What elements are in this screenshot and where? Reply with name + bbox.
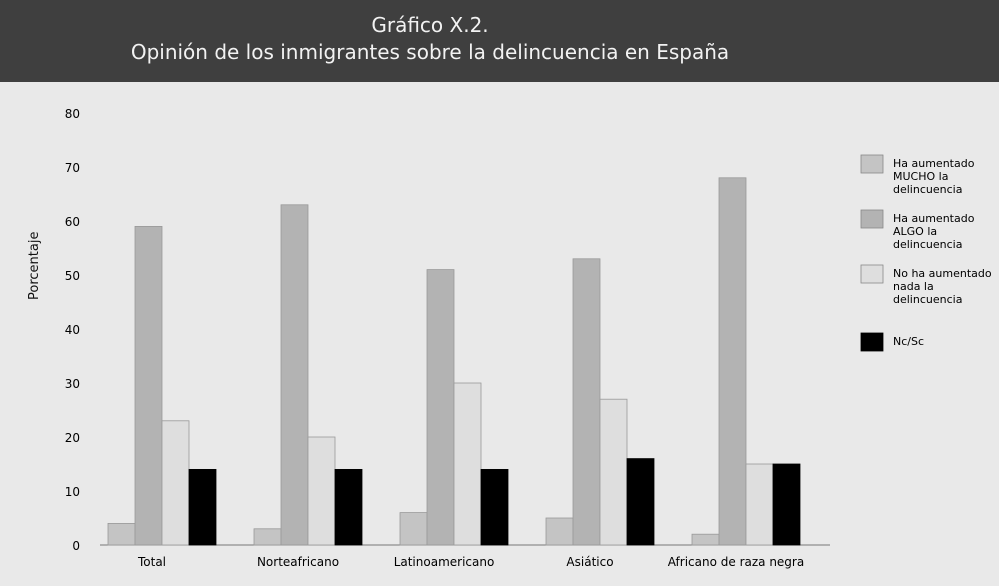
bar-3-2 [307, 436, 336, 546]
y-ticks: 0 10 20 30 40 50 60 70 80 [65, 107, 80, 553]
legend-swatch [860, 154, 884, 174]
y-tick-label: 80 [65, 107, 80, 121]
bar-2-5 [718, 177, 747, 546]
category-label: Asiático [566, 555, 613, 569]
legend-swatch [860, 332, 884, 352]
bar-4-4 [626, 458, 655, 546]
bar-1-3 [399, 512, 428, 546]
bar-2-1 [134, 225, 163, 546]
category-label: Latinoamericano [394, 555, 495, 569]
title-band: Gráfico X.2. Opinión de los inmigrantes … [0, 0, 999, 82]
y-tick-label: 10 [65, 485, 80, 499]
bar-2-2 [280, 204, 309, 546]
y-tick-label: 70 [65, 161, 80, 175]
category-labels: Total Norteafricano Latinoamericano Asiátic… [137, 555, 804, 569]
legend-label: Ha aumentado MUCHO la delincuencia [893, 157, 975, 196]
bar-1-4 [545, 517, 574, 546]
category-label: Total [137, 555, 166, 569]
legend-swatch [860, 264, 884, 284]
bar-3-3 [453, 382, 482, 546]
category-label: Norteafricano [257, 555, 339, 569]
legend-swatch [860, 209, 884, 229]
bar-4-2 [334, 468, 363, 546]
chart-title: Gráfico X.2. [371, 13, 489, 37]
legend: Ha aumentado MUCHO la delincuencia Ha aumen… [860, 154, 992, 352]
bar-2-3 [426, 269, 455, 546]
y-tick-label: 40 [65, 323, 80, 337]
chart-subtitle: Opinión de los inmigrantes sobre la deli… [130, 40, 730, 64]
legend-label: Ha aumentado ALGO la delincuencia [893, 212, 975, 251]
bar-2-4 [572, 258, 601, 546]
y-tick-label: 30 [65, 377, 80, 391]
y-tick-label: 20 [65, 431, 80, 445]
bar-1-5 [691, 533, 720, 546]
bar-3-1 [161, 420, 190, 546]
legend-label: Nc/Sc [893, 335, 924, 348]
category-label: Africano de raza negra [668, 555, 804, 569]
bar-4-3 [480, 468, 509, 546]
bar-4-5 [772, 463, 801, 546]
bar-1-1 [107, 523, 136, 546]
y-tick-label: 0 [72, 539, 80, 553]
y-tick-label: 60 [65, 215, 80, 229]
legend-label: No ha aumentado nada la delincuencia [893, 267, 992, 306]
bar-3-5 [745, 463, 774, 546]
bar-3-4 [599, 398, 628, 546]
bar-4-1 [188, 468, 217, 546]
bars [107, 177, 801, 546]
bar-1-2 [253, 528, 282, 546]
y-tick-label: 50 [65, 269, 80, 283]
